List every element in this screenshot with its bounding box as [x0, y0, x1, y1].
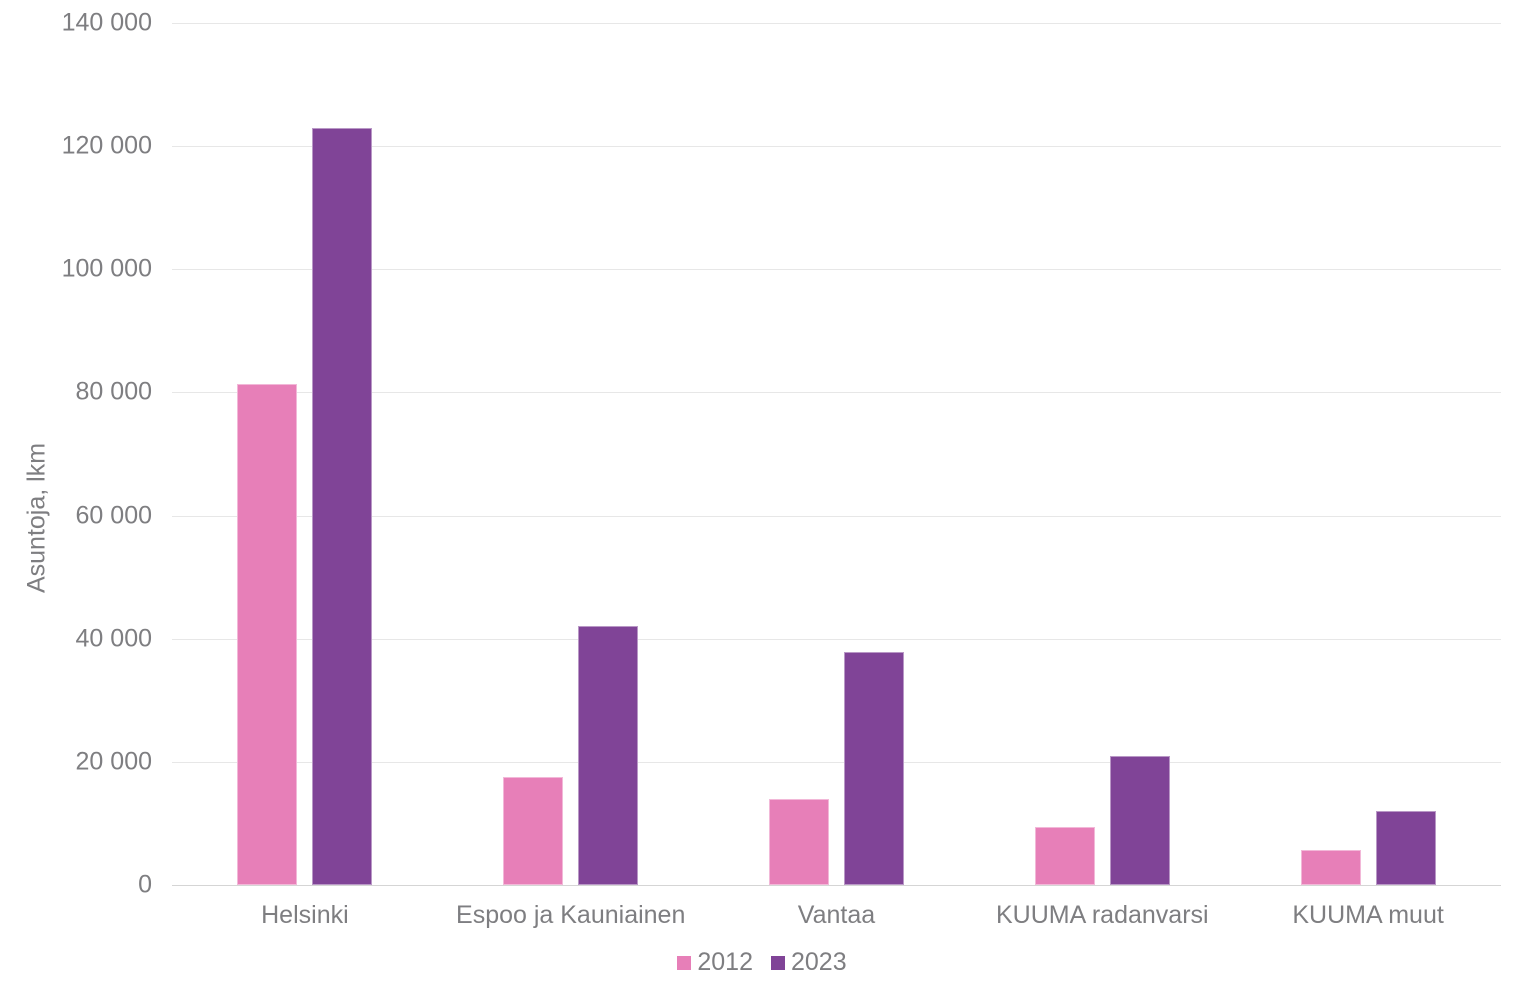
- legend: 2012 2023: [0, 948, 1524, 977]
- bar-2023-espoo-ja-kauniainen: [578, 626, 639, 885]
- legend-swatch-2012: [677, 955, 692, 970]
- legend-item-2023: 2023: [771, 948, 847, 977]
- x-axis-label-helsinki: Helsinki: [261, 901, 349, 929]
- bar-2012-espoo-ja-kauniainen: [503, 777, 564, 885]
- bar-group-kuuma-radanvarsi: [969, 23, 1235, 885]
- legend-label-2023: 2023: [791, 948, 847, 976]
- bars-layer: [172, 23, 1501, 885]
- bar-2012-vantaa: [768, 798, 829, 885]
- plot-area: 0 20 000 40 000 60 000 80 000 100 000 120 000 1…: [62, 9, 1501, 899]
- gridline-100000: [172, 269, 1501, 271]
- bar-2012-helsinki: [237, 384, 298, 885]
- bar-2023-kuuma-radanvarsi: [1109, 755, 1170, 885]
- bar-group-espoo-ja-kauniainen: [438, 23, 704, 885]
- gridline-0: [172, 885, 1501, 886]
- gridline-120000: [172, 146, 1501, 148]
- bar-2023-vantaa: [843, 651, 904, 885]
- gridline-40000: [172, 638, 1501, 640]
- y-tick-label-20000: 20 000: [75, 747, 152, 776]
- y-tick-label-140000: 140 000: [61, 8, 152, 37]
- legend-label-2012: 2012: [697, 948, 753, 976]
- y-tick-label-0: 0: [138, 870, 152, 899]
- y-tick-label-40000: 40 000: [75, 624, 152, 653]
- x-axis-label-espoo-ja-kauniainen: Espoo ja Kauniainen: [456, 901, 686, 929]
- legend-swatch-2023: [771, 955, 785, 970]
- gridlines-layer: 0 20 000 40 000 60 000 80 000 100 000 120 000 1…: [62, 9, 1501, 899]
- bar-2012-kuuma-muut: [1300, 849, 1361, 885]
- bar-group-vantaa: [704, 23, 970, 885]
- y-tick-label-60000: 60 000: [75, 501, 152, 530]
- bar-group-helsinki: [172, 23, 438, 885]
- gridline-140000: [172, 23, 1501, 24]
- gridline-20000: [172, 761, 1501, 763]
- y-tick-label-80000: 80 000: [75, 377, 152, 406]
- bar-2023-helsinki: [312, 127, 373, 885]
- x-axis-labels: Helsinki Espoo ja Kauniainen Vantaa KUUMA r…: [172, 901, 1501, 930]
- y-tick-label-120000: 120 000: [61, 131, 152, 160]
- bar-2012-kuuma-radanvarsi: [1034, 827, 1095, 885]
- x-axis-label-kuuma-muut: KUUMA muut: [1292, 901, 1444, 929]
- x-axis-label-kuuma-radanvarsi: KUUMA radanvarsi: [996, 901, 1209, 929]
- gridline-80000: [172, 392, 1501, 394]
- bar-2023-kuuma-muut: [1375, 811, 1436, 885]
- bar-group-kuuma-muut: [1235, 23, 1501, 885]
- y-tick-label-100000: 100 000: [61, 254, 152, 283]
- x-axis-label-vantaa: Vantaa: [797, 901, 876, 929]
- gridline-60000: [172, 515, 1501, 517]
- legend-item-2012: 2012: [677, 948, 753, 977]
